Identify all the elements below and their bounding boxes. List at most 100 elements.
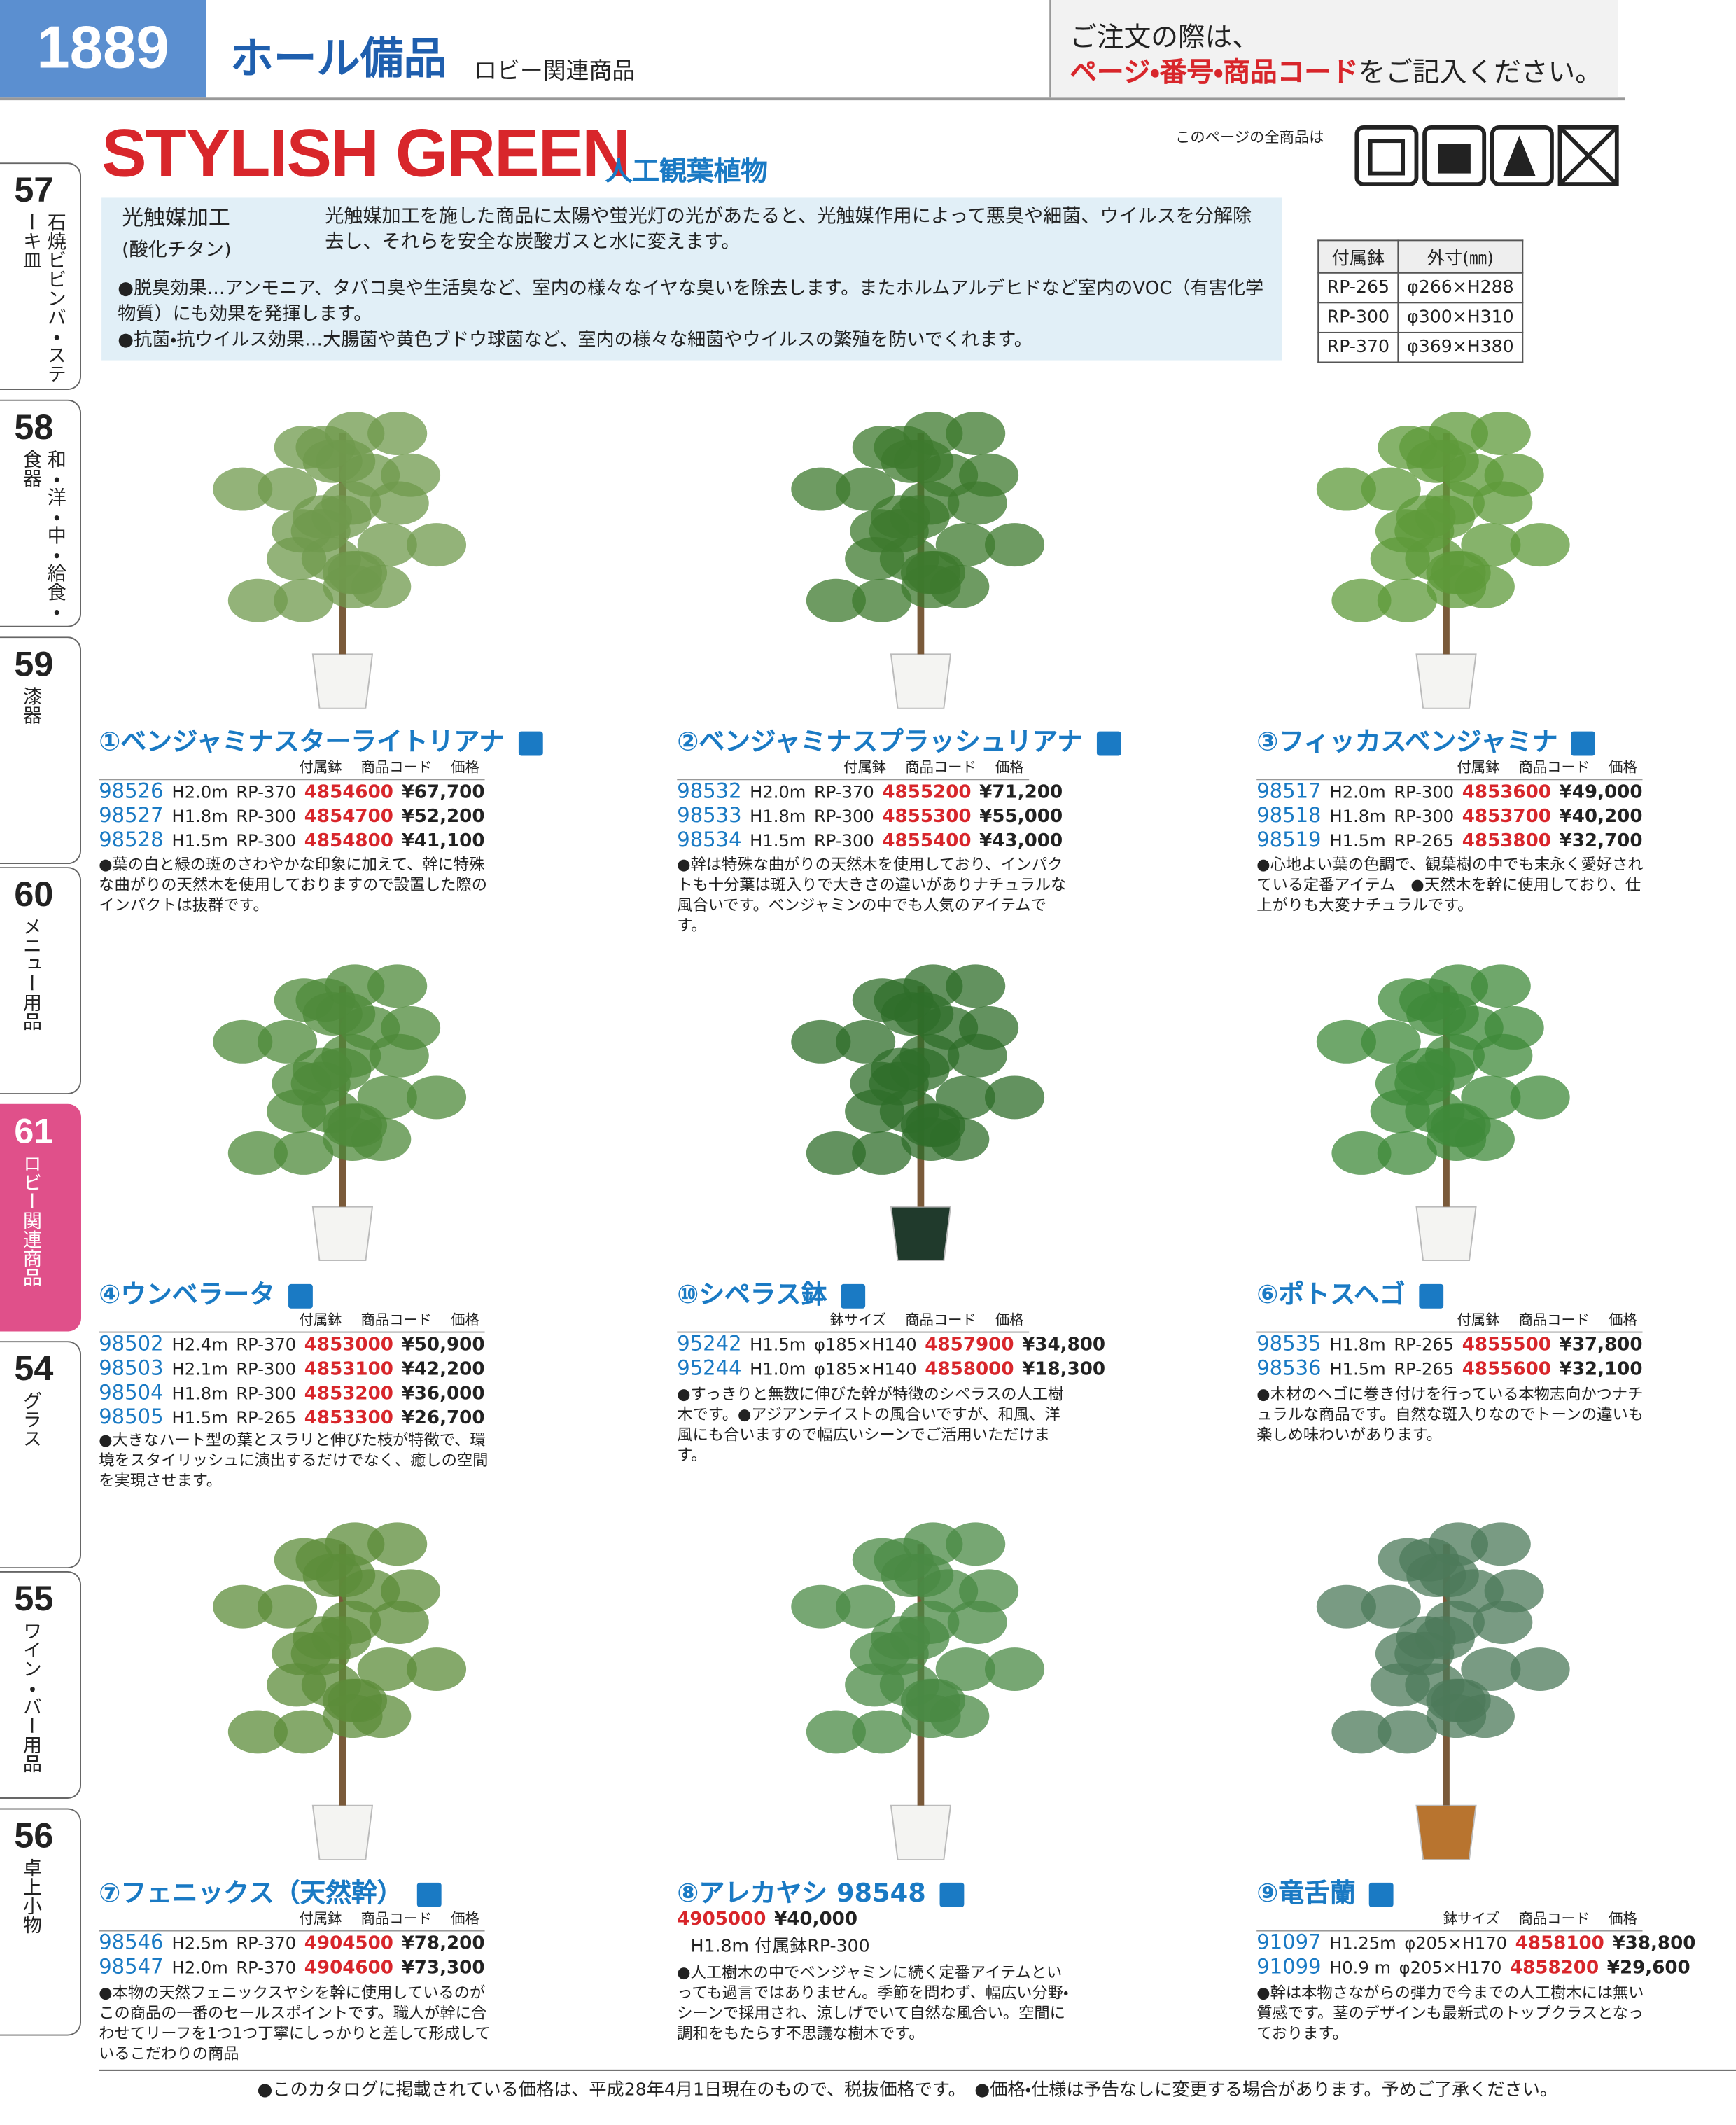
foliage	[881, 439, 941, 483]
price-row: 98547 H2.0m RP-370 4904600 ¥73,300	[99, 1955, 484, 1980]
product-title: ベンジャミナスターライトリアナ	[120, 727, 505, 758]
foliage	[1370, 537, 1430, 580]
foliage	[930, 1694, 990, 1739]
product-title: ウンベラータ	[120, 1280, 275, 1310]
price-cell: ¥32,100	[1559, 1358, 1643, 1381]
pot-header-row: 付属鉢 外寸(㎜)	[1317, 239, 1524, 274]
foliage	[836, 1019, 896, 1064]
price-cell: ¥36,000	[401, 1383, 485, 1405]
price-header-cell: 価格	[451, 1911, 479, 1928]
pot-row: RP-300 φ300×H310	[1317, 302, 1524, 333]
price-cell: 4853700	[1462, 806, 1551, 828]
price-cell: 4904500	[304, 1932, 393, 1955]
foliage	[351, 564, 412, 608]
foliage	[930, 564, 990, 608]
foliage	[357, 1647, 417, 1692]
plant-photo	[791, 412, 1045, 709]
product-code: 4905000	[677, 1908, 766, 1930]
foliage	[274, 1710, 334, 1754]
foliage	[1316, 1584, 1376, 1629]
price-header: 付属鉢 商品コード 価格	[677, 757, 1030, 781]
price-cell: 98505	[99, 1405, 164, 1429]
price-header-cell: 付属鉢	[1457, 1312, 1500, 1329]
price-cell: 4854600	[304, 781, 393, 804]
tab-label: ロビー関連商品	[20, 1154, 42, 1287]
footer-rule	[99, 2069, 1736, 2071]
price-cell: RP-370	[236, 1932, 297, 1953]
foliage	[1331, 1710, 1392, 1754]
foliage	[791, 1584, 851, 1629]
price-header-cell: 付属鉢	[844, 760, 887, 776]
price-cell: RP-265	[1394, 1358, 1455, 1379]
footer-note: ●価格・仕様は予告なしに変更する場合があります。予めご了承ください。	[974, 2080, 1558, 2101]
plant-photo	[791, 1522, 1045, 1860]
foliage	[845, 1663, 905, 1707]
foliage	[852, 1131, 912, 1175]
order-notice: ご注文の際は、 ページ・番号・商品コードをご記入ください。	[1049, 0, 1618, 98]
product-title: シペラス鉢	[699, 1280, 827, 1310]
price-cell: 98534	[677, 827, 742, 852]
side-tab: 55 ワイン・バー用品	[0, 1570, 82, 1799]
price-cell: ¥37,800	[1559, 1334, 1643, 1356]
header-rule	[0, 97, 1625, 101]
info-heading: 光触媒加工	[122, 204, 230, 230]
price-cell: 98527	[99, 803, 164, 828]
pot	[1415, 1206, 1477, 1262]
price-table: 付属鉢 商品コード 価格 98502 H2.4m RP-370 4853000 ¥50,900…	[99, 1310, 485, 1430]
price-cell: φ205×H170	[1404, 1932, 1508, 1953]
price-header-cell: 商品コード	[1518, 760, 1590, 776]
price-cell: 4854700	[304, 806, 393, 828]
price-cell: 4853100	[304, 1358, 393, 1381]
foliage	[406, 1075, 467, 1120]
pot-row: RP-370 φ369×H380	[1317, 331, 1524, 363]
plant-photo	[1316, 1522, 1570, 1860]
price-cell: 98526	[99, 779, 164, 804]
product-title: ポトスヘゴ	[1278, 1280, 1406, 1310]
side-tab: 54 グラス	[0, 1341, 82, 1569]
tab-label: 漆器	[20, 686, 42, 725]
price-cell: 98503	[99, 1356, 164, 1381]
foliage	[258, 1019, 318, 1064]
price-table: 付属鉢 商品コード 価格 98517 H2.0m RP-300 4853600 ¥49,000…	[1256, 757, 1643, 853]
info-description: 光触媒加工を施した商品に太陽や蛍光灯の光があたると、光触媒作用によって悪臭や細菌…	[325, 206, 1252, 253]
foliage	[806, 578, 866, 622]
price-cell: 4855600	[1462, 1358, 1551, 1381]
series-badge	[939, 1881, 964, 1907]
price-header-cell: 価格	[1609, 1911, 1637, 1928]
price-header-cell: 鉢サイズ	[830, 1312, 887, 1329]
foliage	[381, 1006, 441, 1050]
pot-cell: RP-265	[1317, 272, 1399, 304]
foliage	[1331, 1131, 1392, 1175]
price-header-cell: 商品コード	[1518, 1312, 1590, 1329]
price-cell: RP-300	[813, 806, 874, 827]
price-cell: H1.5m	[1329, 1358, 1386, 1379]
price-row: 98546 H2.5m RP-370 4904500 ¥78,200	[99, 1931, 484, 1956]
foliage	[213, 467, 273, 511]
pot	[312, 653, 374, 709]
price-header: 付属鉢 商品コード 価格	[1256, 757, 1643, 781]
pot-cell: φ300×H310	[1397, 302, 1524, 333]
price-row: 98533 H1.8m RP-300 4855300 ¥55,000	[677, 804, 1063, 829]
product-card: ⑧アレカヤシ 98548 4905000 ¥40,000 H1.8m 付属鉢RP-30…	[677, 1490, 1191, 2090]
price-header-cell: 価格	[1609, 760, 1637, 776]
foliage	[984, 523, 1045, 567]
product-name: ①ベンジャミナスターライトリアナ	[99, 722, 543, 758]
foliage	[267, 1089, 327, 1134]
pot	[890, 1206, 952, 1262]
price-cell: H1.8m	[750, 806, 806, 827]
foliage	[791, 1019, 851, 1064]
foliage	[1471, 964, 1531, 1008]
price-cell: ¥26,700	[401, 1407, 485, 1429]
price-row: 98526 H2.0m RP-370 4854600 ¥67,700	[99, 779, 484, 804]
foliage	[946, 412, 1006, 455]
price-header: 付属鉢 商品コード 価格	[99, 1909, 485, 1932]
plant-photo	[791, 964, 1045, 1262]
foliage	[1377, 1131, 1437, 1175]
pot-cell: φ369×H380	[1397, 331, 1524, 363]
series-badge	[1571, 730, 1596, 755]
product-card: ⑦フェニックス（天然幹） 付属鉢 商品コード 価格 98546 H2.5m RP-370 49…	[99, 1490, 613, 2090]
product-number: ⑧	[677, 1879, 699, 1909]
pot	[890, 653, 952, 709]
